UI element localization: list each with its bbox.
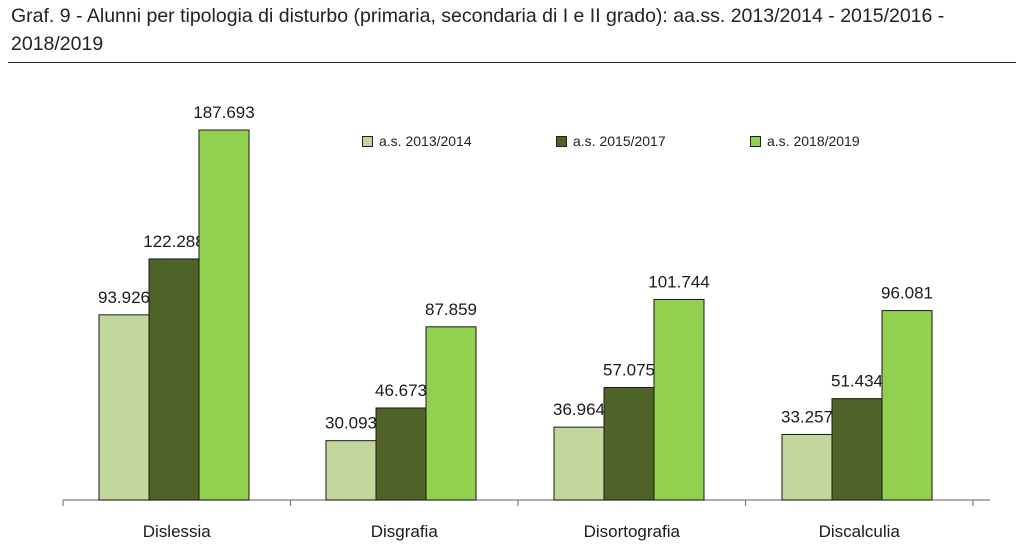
data-label: 57.075 <box>603 360 655 379</box>
bar-disortografia-series-3 <box>653 298 705 501</box>
bar-disortografia-series-2 <box>603 386 655 501</box>
legend-swatch <box>750 135 761 147</box>
x-tick-label: Disortografia <box>584 522 681 541</box>
legend-swatch <box>556 135 567 147</box>
legend-swatch <box>362 135 373 147</box>
bar-dislessia-series-2 <box>148 258 200 501</box>
bar-disortografia-series-1 <box>553 426 605 501</box>
data-label: 93.926 <box>98 288 150 307</box>
data-label: 36.964 <box>553 400 605 419</box>
data-label: 46.673 <box>375 381 427 400</box>
bar-disgrafia-series-3 <box>425 326 477 501</box>
title-divider <box>8 62 1016 63</box>
bar-discalculia-series-1 <box>781 433 833 501</box>
bar-disgrafia-series-1 <box>325 440 377 501</box>
x-tick-label: Discalculia <box>819 522 901 541</box>
data-label: 96.081 <box>881 284 933 303</box>
bar-dislessia-series-1 <box>98 314 150 501</box>
x-tick-label: Dislessia <box>143 522 212 541</box>
x-tick-label: Disgrafia <box>371 522 439 541</box>
data-label: 33.257 <box>781 407 833 426</box>
legend-label: a.s. 2013/2014 <box>379 133 472 149</box>
legend-label: a.s. 2015/2017 <box>573 133 666 149</box>
bar-disgrafia-series-2 <box>375 407 427 501</box>
legend-item: a.s. 2018/2019 <box>750 131 860 151</box>
data-label: 187.693 <box>193 103 254 122</box>
legend-item: a.s. 2013/2014 <box>362 131 472 151</box>
data-label: 30.093 <box>325 414 377 433</box>
data-label: 51.434 <box>831 372 883 391</box>
data-label: 122.288 <box>143 232 204 251</box>
legend-item: a.s. 2015/2017 <box>556 131 666 151</box>
chart-title: Graf. 9 - Alunni per tipologia di distur… <box>11 5 945 55</box>
bar-dislessia-series-3 <box>198 129 250 501</box>
legend-label: a.s. 2018/2019 <box>767 133 860 149</box>
bar-discalculia-series-3 <box>881 310 933 501</box>
data-label: 101.744 <box>648 272 709 291</box>
bar-discalculia-series-2 <box>831 398 883 501</box>
data-label: 87.859 <box>425 300 477 319</box>
